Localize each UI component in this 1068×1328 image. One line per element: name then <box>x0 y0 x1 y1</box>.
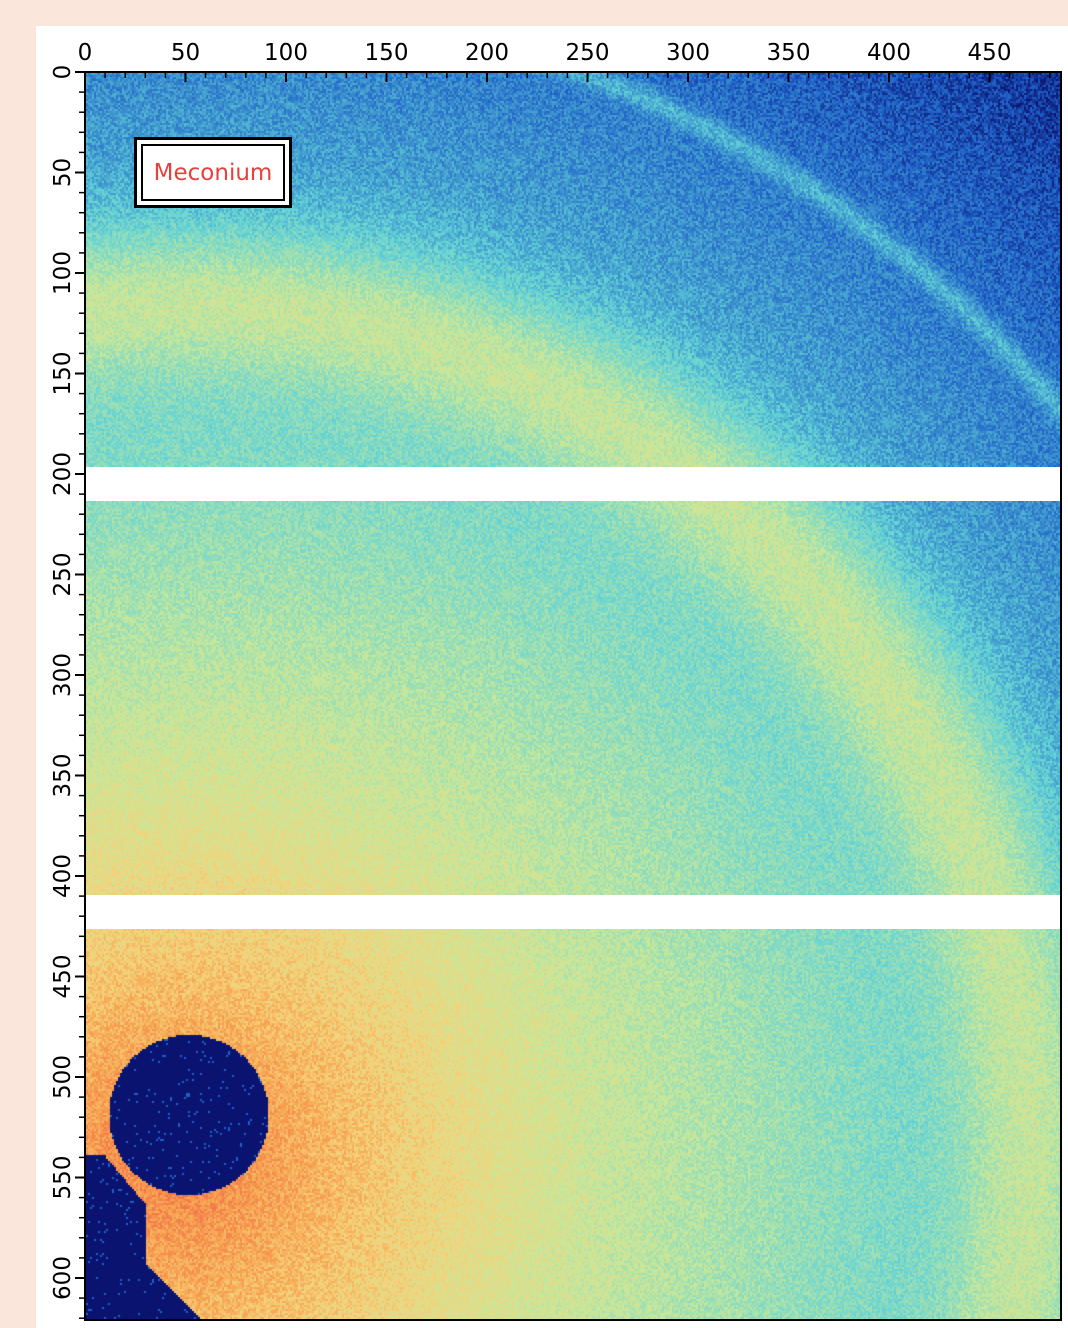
y-tick-label: 0 <box>50 65 76 80</box>
detector-gap-lower <box>86 895 1060 929</box>
scattering-pattern <box>86 73 1060 1319</box>
x-tick-label: 100 <box>264 40 308 66</box>
sample-label: Meconium <box>141 144 285 201</box>
y-tick-label: 250 <box>50 553 76 597</box>
y-tick-label: 550 <box>50 1156 76 1200</box>
detector-image <box>84 71 1062 1321</box>
y-tick-label: 300 <box>50 653 76 697</box>
x-tick-label: 450 <box>968 40 1012 66</box>
y-tick-label: 100 <box>50 251 76 295</box>
y-tick-label: 50 <box>50 158 76 187</box>
y-tick-label: 400 <box>50 854 76 898</box>
x-tick-label: 350 <box>767 40 811 66</box>
x-tick-label: 300 <box>666 40 710 66</box>
x-tick-label: 200 <box>465 40 509 66</box>
x-tick-label: 150 <box>365 40 409 66</box>
y-tick-label: 450 <box>50 955 76 999</box>
y-tick-label: 350 <box>50 754 76 798</box>
x-tick-label: 250 <box>566 40 610 66</box>
sample-label-box: Meconium <box>134 137 292 208</box>
x-tick-label: 0 <box>78 40 93 66</box>
y-tick-label: 150 <box>50 352 76 396</box>
x-tick-label: 400 <box>867 40 911 66</box>
detector-gap-upper <box>86 467 1060 501</box>
y-tick-label: 500 <box>50 1055 76 1099</box>
y-tick-label: 200 <box>50 452 76 496</box>
x-tick-label: 50 <box>171 40 200 66</box>
y-tick-label: 600 <box>50 1256 76 1300</box>
